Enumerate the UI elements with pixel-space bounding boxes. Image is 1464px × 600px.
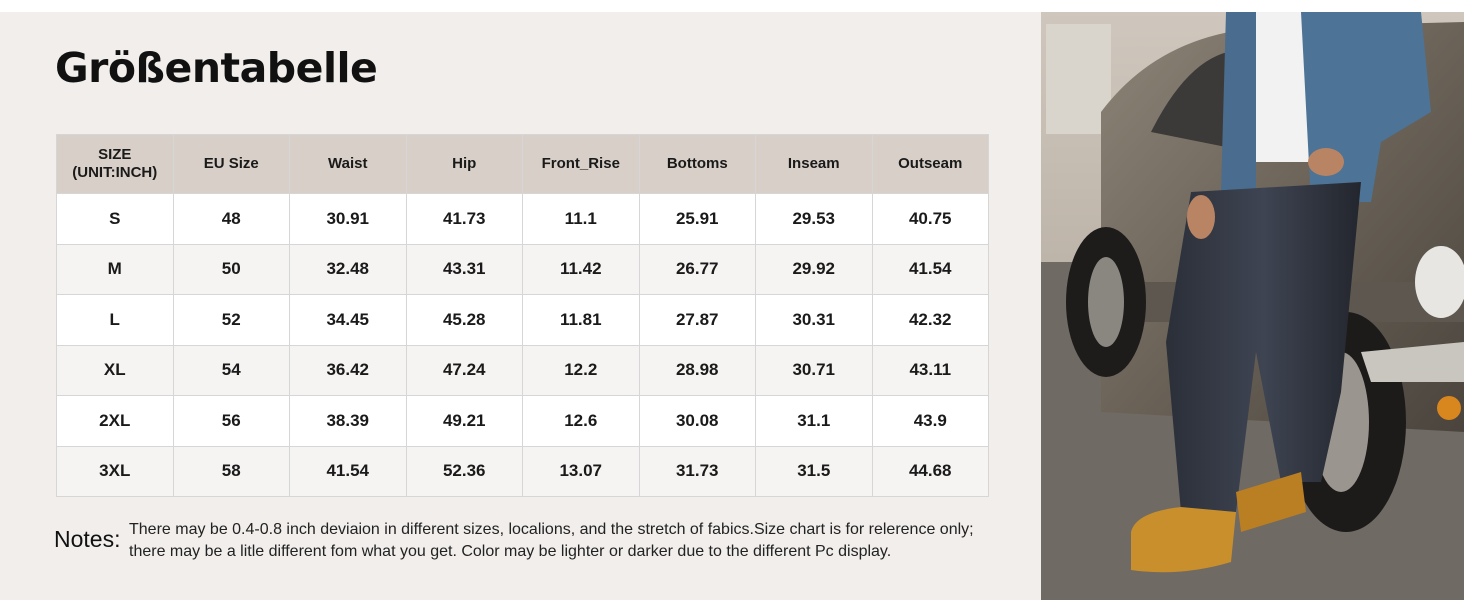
table-cell: 44.68	[871, 445, 989, 497]
size-chart-panel: Größentabelle SIZE (UNIT:INCH) EU Size Wai…	[0, 12, 1041, 600]
table-cell: 11.1	[522, 193, 640, 245]
table-cell: 30.71	[755, 344, 873, 396]
column-header: Front_Rise	[522, 134, 640, 194]
table-cell: 56	[172, 395, 290, 447]
table-cell: 47.24	[405, 344, 523, 396]
column-header: Outseam	[871, 134, 989, 194]
table-cell: 32.48	[289, 243, 407, 295]
table-cell: 30.08	[638, 395, 756, 447]
table-row: L 52 34.45 45.28 11.81 27.87 30.31 42.32	[56, 294, 989, 346]
table-cell: 12.2	[522, 344, 640, 396]
table-row: S 48 30.91 41.73 11.1 25.91 29.53 40.75	[56, 193, 989, 245]
table-cell: 43.31	[405, 243, 523, 295]
header-row: SIZE (UNIT:INCH) EU Size Waist Hip Front_Ris…	[56, 134, 989, 194]
table-row: M 50 32.48 43.31 11.42 26.77 29.92 41.54	[56, 243, 989, 295]
table-cell: 50	[172, 243, 290, 295]
column-header: Hip	[405, 134, 523, 194]
table-cell: 12.6	[522, 395, 640, 447]
table-cell: 29.92	[755, 243, 873, 295]
table-cell: 27.87	[638, 294, 756, 346]
note-line: There may be 0.4-0.8 inch deviaion in di…	[129, 521, 974, 538]
table-body: S 48 30.91 41.73 11.1 25.91 29.53 40.75 M 50 32.48…	[56, 193, 989, 497]
table-cell: 41.54	[871, 243, 989, 295]
table-row: 2XL 56 38.39 49.21 12.6 30.08 31.1 43.9	[56, 395, 989, 447]
column-header: Inseam	[755, 134, 873, 194]
table-cell: 52	[172, 294, 290, 346]
table-cell: 48	[172, 193, 290, 245]
table-cell: 58	[172, 445, 290, 497]
table-cell: 42.32	[871, 294, 989, 346]
table-cell: 49.21	[405, 395, 523, 447]
table-cell: 41.54	[289, 445, 407, 497]
table-cell: 31.5	[755, 445, 873, 497]
table-cell: 31.1	[755, 395, 873, 447]
table-cell: 40.75	[871, 193, 989, 245]
column-header: Bottoms	[638, 134, 756, 194]
table-cell: 26.77	[638, 243, 756, 295]
table-cell: 11.81	[522, 294, 640, 346]
title: Größentabelle	[55, 44, 378, 92]
table-cell: S	[56, 193, 174, 245]
table-cell: 41.73	[405, 193, 523, 245]
table-cell: 52.36	[405, 445, 523, 497]
notes-label: Notes:	[54, 526, 121, 552]
table-cell: 25.91	[638, 193, 756, 245]
table-row: XL 54 36.42 47.24 12.2 28.98 30.71 43.11	[56, 344, 989, 396]
table-cell: 3XL	[56, 445, 174, 497]
product-photo	[1041, 12, 1464, 600]
table-cell: 11.42	[522, 243, 640, 295]
table-cell: 29.53	[755, 193, 873, 245]
table-cell: 31.73	[638, 445, 756, 497]
table-cell: L	[56, 294, 174, 346]
column-header: SIZE (UNIT:INCH)	[56, 134, 174, 194]
table-cell: 30.31	[755, 294, 873, 346]
table-cell: 36.42	[289, 344, 407, 396]
table-cell: XL	[56, 344, 174, 396]
column-header: EU Size	[172, 134, 290, 194]
column-header: Waist	[289, 134, 407, 194]
table-cell: 43.9	[871, 395, 989, 447]
table-cell: 30.91	[289, 193, 407, 245]
table-cell: 34.45	[289, 294, 407, 346]
table-cell: 2XL	[56, 395, 174, 447]
note-line: there may be a litle different fom what …	[129, 543, 892, 560]
size-table: SIZE (UNIT:INCH) EU Size Waist Hip Front_Ris…	[56, 134, 989, 497]
table-row: 3XL 58 41.54 52.36 13.07 31.73 31.5 44.68	[56, 445, 989, 497]
table-cell: 45.28	[405, 294, 523, 346]
table-cell: 13.07	[522, 445, 640, 497]
table-cell: 43.11	[871, 344, 989, 396]
table-cell: 38.39	[289, 395, 407, 447]
table-cell: M	[56, 243, 174, 295]
table-cell: 28.98	[638, 344, 756, 396]
table-cell: 54	[172, 344, 290, 396]
